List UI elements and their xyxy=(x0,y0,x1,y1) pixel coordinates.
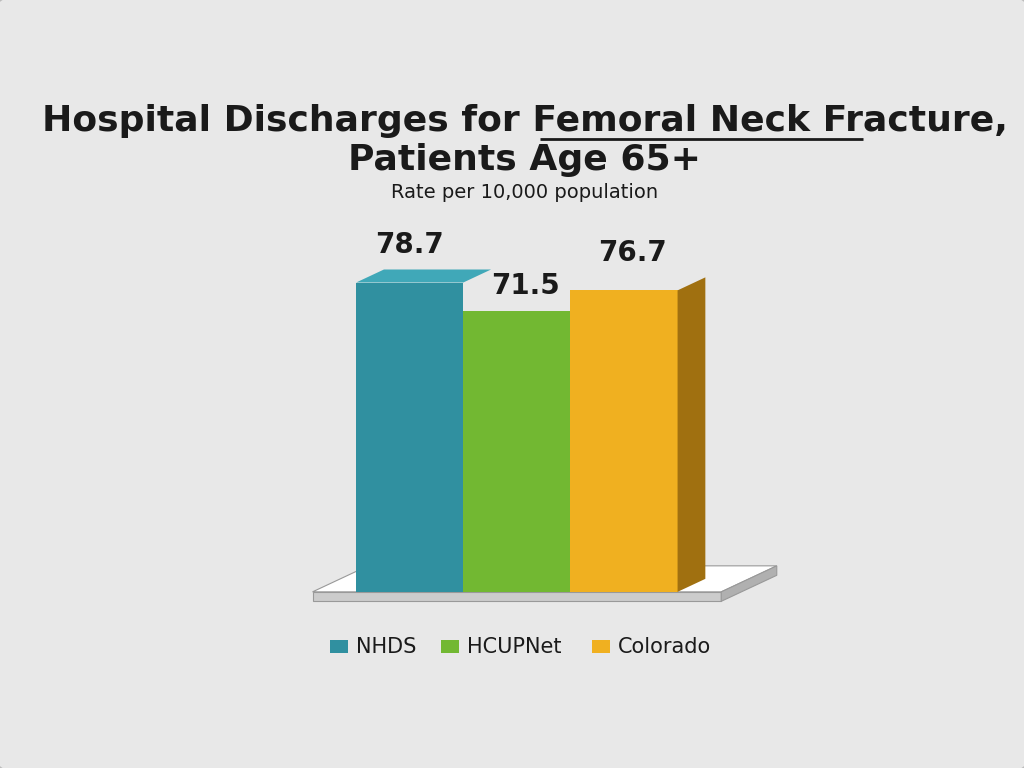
Polygon shape xyxy=(356,270,492,283)
Text: Hospital Discharges for Femoral Neck Fracture,: Hospital Discharges for Femoral Neck Fra… xyxy=(42,104,1008,137)
Text: Colorado: Colorado xyxy=(617,637,711,657)
Polygon shape xyxy=(356,283,463,592)
Bar xyxy=(331,641,348,654)
Text: HCUPNet: HCUPNet xyxy=(467,637,561,657)
Polygon shape xyxy=(570,290,678,592)
Text: Rate per 10,000 population: Rate per 10,000 population xyxy=(391,184,658,202)
Text: NHDS: NHDS xyxy=(355,637,416,657)
Bar xyxy=(592,641,609,654)
Text: 76.7: 76.7 xyxy=(598,239,667,266)
Text: Patients Age 65+: Patients Age 65+ xyxy=(348,143,701,177)
Polygon shape xyxy=(721,566,777,601)
Polygon shape xyxy=(463,311,570,592)
Polygon shape xyxy=(312,592,721,601)
Text: 78.7: 78.7 xyxy=(376,231,444,259)
Text: 71.5: 71.5 xyxy=(490,272,559,300)
Text: Hospital Discharges for Femoral Neck Fracture,: Hospital Discharges for Femoral Neck Fra… xyxy=(42,104,1008,137)
Bar xyxy=(441,641,459,654)
Polygon shape xyxy=(678,277,706,592)
Polygon shape xyxy=(312,566,777,592)
